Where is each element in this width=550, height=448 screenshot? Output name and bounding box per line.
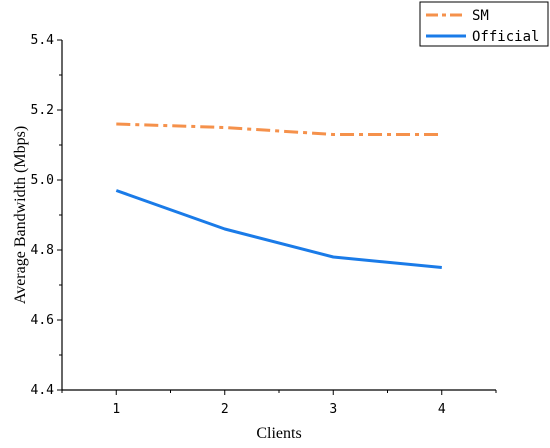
chart-series: [115, 122, 442, 269]
x-tick-label: 2: [221, 402, 229, 417]
legend-box: [419, 1, 549, 47]
y-tick-label: 5.0: [31, 173, 54, 188]
y-tick-label: 5.2: [31, 103, 54, 118]
series-line-sm: [116, 122, 442, 136]
legend-label-official: Official: [472, 29, 539, 45]
y-tick-label: 4.6: [31, 313, 54, 328]
x-tick-label: 1: [112, 402, 120, 417]
x-tick-label: 4: [438, 402, 446, 417]
legend-label-sm: SM: [472, 8, 489, 24]
chart-axes: 4.4 4.6 4.8 5.0 5.2 5.4 1 2 3 4: [31, 33, 497, 417]
chart-legend: SM Official: [419, 1, 549, 47]
y-tick-label: 4.8: [31, 243, 54, 258]
y-tick-label: 4.4: [31, 383, 55, 398]
x-axis-title: Clients: [256, 425, 301, 442]
x-tick-label: 3: [329, 402, 337, 417]
series-line-official: [115, 189, 442, 269]
y-axis-title: Average Bandwidth (Mbps): [12, 126, 29, 304]
y-tick-label: 5.4: [31, 33, 55, 48]
